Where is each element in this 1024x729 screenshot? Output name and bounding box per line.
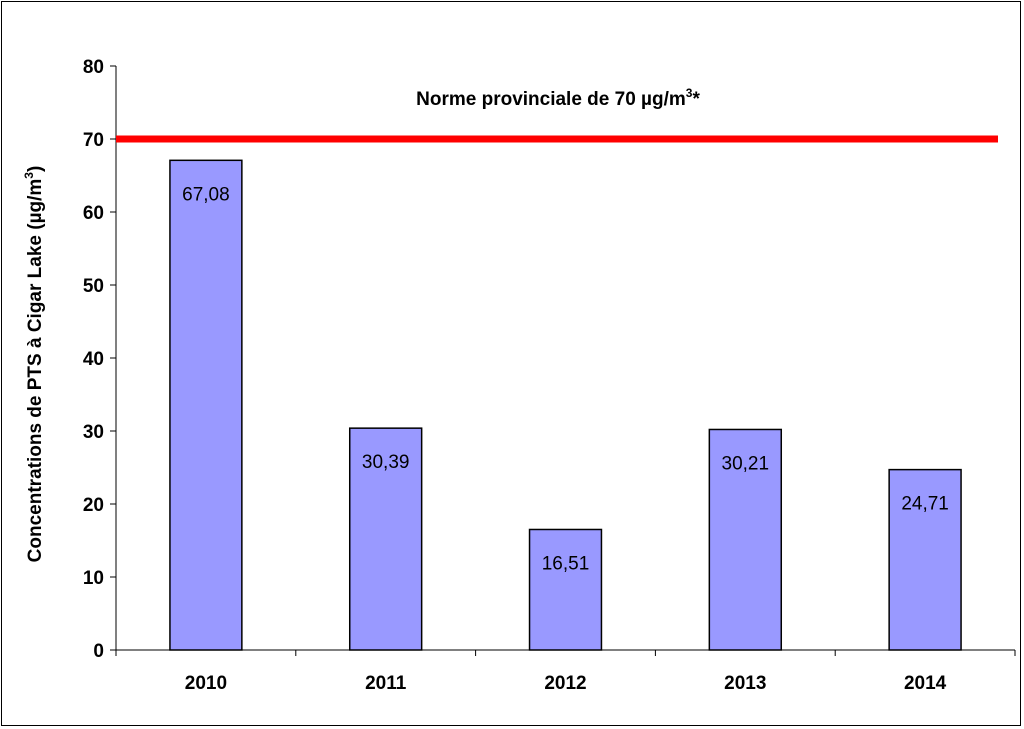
y-axis-ticks: 0 10 20 30 40 50 60 70 80 [83,57,116,662]
x-tick-label: 2011 [365,673,407,694]
bar-2010 [169,159,243,651]
bar-2012 [528,528,603,651]
reference-label-main: Norme provinciale de 70 µg/m [416,89,686,110]
data-label-2010: 67,08 [182,184,230,205]
x-tick-label: 2014 [904,673,947,694]
data-labels: 67,08 30,39 16,51 30,21 24,71 [182,184,949,574]
y-axis-title-main: Concentrations de PTS à Cigar Lake (µg/m [25,179,46,563]
bars [169,159,962,651]
y-axis-title-sup: 3 [22,172,36,179]
bar-2013 [708,428,783,651]
y-axis-title-tail: ) [25,166,46,172]
x-tick-label: 2010 [185,673,227,694]
bar-2014 [888,468,962,651]
y-tick-label: 30 [83,422,104,443]
data-label-2014: 24,71 [901,494,949,515]
x-tick-label: 2012 [544,673,586,694]
y-tick-label: 60 [83,203,104,224]
reference-label-tail: * [692,89,700,110]
data-label-2012: 16,51 [542,553,590,574]
y-axis-title: Concentrations de PTS à Cigar Lake (µg/m… [22,166,46,563]
reference-label-sup: 3 [686,86,693,100]
y-tick-label: 70 [83,130,104,151]
data-label-2013: 30,21 [722,453,770,474]
reference-line-label: Norme provinciale de 70 µg/m3* [416,86,700,110]
data-label-2011: 30,39 [362,452,410,473]
y-tick-label: 0 [93,641,104,662]
y-tick-label: 10 [83,568,104,589]
y-tick-label: 80 [83,57,104,78]
x-tick-label: 2013 [724,673,766,694]
x-axis-ticks: 2010 2011 2012 2013 2014 [115,650,1016,694]
bar-2011 [348,427,423,651]
y-tick-label: 40 [83,349,104,370]
y-tick-label: 20 [83,495,104,516]
y-tick-label: 50 [83,276,104,297]
